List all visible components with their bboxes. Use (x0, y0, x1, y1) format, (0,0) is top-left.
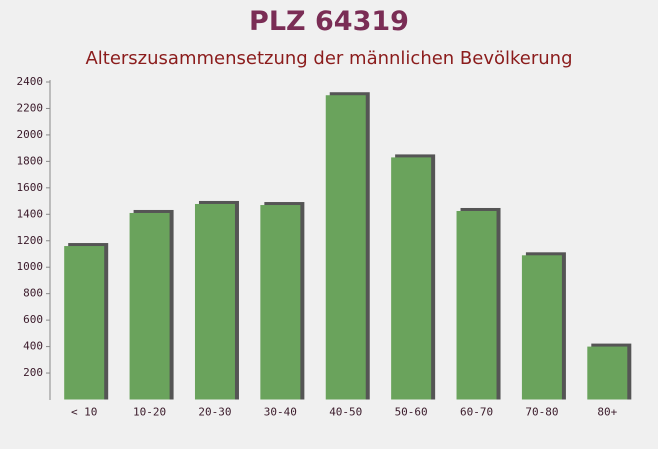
x-tick-label: 60-70 (460, 406, 493, 419)
bar (260, 205, 301, 400)
y-tick-label: 1600 (17, 181, 44, 194)
bar (325, 95, 366, 400)
bar (194, 203, 235, 400)
y-tick-label: 600 (23, 313, 43, 326)
x-tick-label: 40-50 (329, 406, 362, 419)
y-tick-label: 2200 (17, 101, 44, 114)
x-tick-label: 20-30 (198, 406, 231, 419)
y-tick-label: 1400 (17, 207, 44, 220)
y-tick-label: 1800 (17, 154, 44, 167)
y-tick-label: 1200 (17, 234, 44, 247)
x-tick-label: < 10 (71, 406, 98, 419)
y-tick-label: 200 (23, 366, 43, 379)
y-tick-label: 800 (23, 287, 43, 300)
bar (587, 346, 628, 400)
y-tick-label: 1000 (17, 260, 44, 273)
x-tick-label: 10-20 (133, 406, 166, 419)
chart-subtitle: Alterszusammensetzung der männlichen Bev… (85, 48, 572, 69)
bar (521, 255, 562, 400)
bar (64, 246, 105, 400)
chart-title: PLZ 64319 (249, 6, 409, 37)
bar (129, 212, 170, 400)
bar (456, 210, 497, 400)
bar (391, 157, 432, 400)
y-tick-label: 400 (23, 340, 43, 353)
y-tick-label: 2400 (17, 75, 44, 88)
x-tick-label: 70-80 (525, 406, 558, 419)
y-tick-label: 2000 (17, 128, 44, 141)
x-tick-label: 80+ (597, 406, 617, 419)
x-tick-label: 50-60 (395, 406, 428, 419)
x-tick-label: 30-40 (264, 406, 297, 419)
